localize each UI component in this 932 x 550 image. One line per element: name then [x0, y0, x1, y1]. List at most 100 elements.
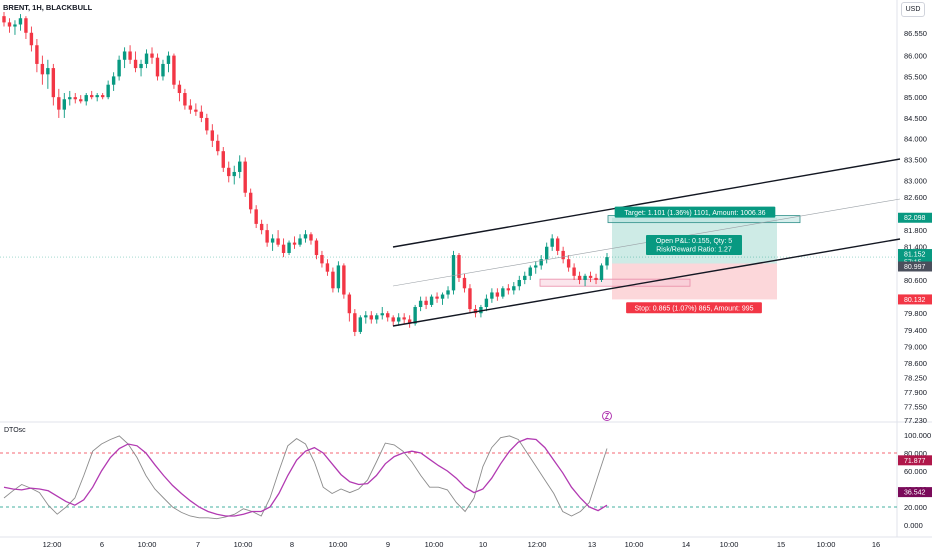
- candle-body: [457, 255, 461, 278]
- candle-body: [29, 32, 34, 46]
- candle: [577, 271, 582, 285]
- center-label: Open P&L: 0.155, Qty: 5 Risk/Reward Ratio…: [646, 235, 742, 255]
- candle-body: [68, 97, 72, 100]
- time-tick-label: 13: [588, 540, 596, 549]
- price-badge-text: 81.152: [904, 252, 926, 259]
- osc-tick-label: 80.000: [904, 449, 927, 458]
- price-tick-label: 79.400: [904, 326, 927, 335]
- candle-body: [188, 105, 193, 110]
- candle-body: [7, 22, 12, 27]
- support-zone-box: [539, 278, 691, 287]
- candle-body: [13, 24, 17, 27]
- candle-body: [369, 315, 373, 320]
- candle-body: [35, 45, 39, 64]
- time-tick-label: 7: [196, 540, 200, 549]
- candle-body: [534, 265, 538, 268]
- candle-body: [484, 298, 489, 307]
- candle-body: [73, 97, 77, 100]
- candle-body: [396, 317, 401, 322]
- candle: [221, 147, 225, 172]
- candle: [199, 105, 204, 123]
- candle: [418, 296, 423, 312]
- candle: [309, 232, 313, 245]
- candle: [528, 265, 532, 280]
- candle-body: [133, 59, 138, 69]
- candle: [534, 261, 538, 274]
- candle: [259, 219, 264, 235]
- candle-body: [292, 242, 297, 245]
- candle-body: [517, 279, 521, 287]
- candle-body: [227, 167, 231, 177]
- candle-body: [248, 192, 253, 210]
- price-tick-label: 85.500: [904, 72, 927, 81]
- time-tick-label: 12:00: [43, 540, 62, 549]
- candle: [512, 282, 516, 295]
- time-tick-label: 16: [872, 540, 880, 549]
- currency-button[interactable]: USD: [901, 2, 925, 17]
- price-badge: 80.132: [898, 294, 932, 305]
- candle: [7, 18, 12, 33]
- candle: [183, 88, 187, 110]
- candle: [73, 93, 77, 104]
- candle-body: [161, 63, 165, 77]
- candle-body: [259, 223, 264, 231]
- candle: [353, 309, 357, 337]
- candle-body: [57, 97, 61, 110]
- candle-body: [183, 93, 187, 106]
- candle: [402, 313, 406, 324]
- candle: [29, 26, 34, 52]
- candle-body: [451, 255, 456, 291]
- candle-body: [446, 290, 450, 295]
- candle: [292, 236, 297, 249]
- candle-body: [265, 230, 269, 243]
- position-tool[interactable]: [539, 215, 801, 300]
- candle-body: [238, 161, 242, 172]
- candle-body: [347, 294, 352, 314]
- price-badge-bg: [898, 249, 932, 260]
- candle-body: [588, 275, 593, 278]
- candle-body: [270, 238, 275, 243]
- candle: [550, 234, 554, 251]
- candle: [111, 72, 116, 91]
- target-label-text: Target: 1.101 (1.36%) 1101, Amount: 1006…: [624, 210, 765, 217]
- candle: [232, 165, 236, 185]
- candle-body: [254, 209, 258, 224]
- price-tick-label: 84.500: [904, 114, 927, 123]
- candle: [84, 93, 88, 106]
- candle: [566, 255, 571, 272]
- time-tick-label: 10:00: [329, 540, 348, 549]
- time-axis[interactable]: 12:00 6 10:00 7 10:00 8 10:00 9 10:00 10 12:00 13 10…: [43, 540, 881, 549]
- candle-body: [95, 95, 99, 98]
- candle-body: [512, 286, 516, 291]
- candle-body: [407, 319, 412, 324]
- candle: [122, 47, 127, 69]
- candle-body: [100, 95, 105, 98]
- candle-body: [144, 53, 149, 64]
- price-badge-bg: [898, 294, 932, 305]
- candle-body: [320, 255, 324, 264]
- candle: [205, 113, 209, 135]
- candle: [386, 311, 390, 322]
- candle: [375, 313, 379, 324]
- stop-label: Stop: 0.865 (1.07%) 865, Amount: 995: [626, 302, 762, 314]
- price-tick-label: 85.000: [904, 93, 927, 102]
- candle-body: [572, 267, 576, 276]
- candle: [440, 292, 445, 305]
- center-label-bg: [646, 235, 742, 255]
- candle: [18, 14, 23, 31]
- price-axis[interactable]: 86.550 86.000 85.500 85.000 84.500 84.000 83.5…: [904, 29, 931, 530]
- price-tick-label: 83.500: [904, 155, 927, 164]
- candle-body: [51, 68, 56, 98]
- price-tick-label: 79.000: [904, 342, 927, 351]
- candle: [100, 93, 105, 100]
- candle-body: [155, 57, 160, 77]
- candle-body: [298, 238, 302, 245]
- candle: [2, 12, 6, 27]
- candle-body: [358, 317, 363, 332]
- candle-body: [117, 59, 121, 77]
- candle-body: [523, 275, 527, 280]
- candle: [161, 59, 165, 81]
- price-badge-text: 80.132: [904, 297, 926, 304]
- candle-body: [501, 288, 505, 297]
